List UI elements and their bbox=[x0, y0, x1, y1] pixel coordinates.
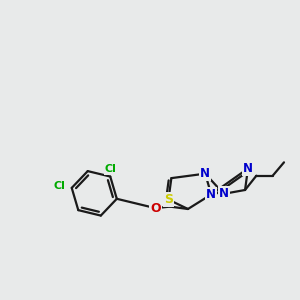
Text: N: N bbox=[243, 162, 253, 175]
Text: N: N bbox=[219, 187, 229, 200]
Text: N: N bbox=[206, 188, 216, 201]
Text: O: O bbox=[150, 202, 160, 214]
Text: Cl: Cl bbox=[54, 182, 66, 191]
Text: S: S bbox=[164, 193, 173, 206]
Text: Cl: Cl bbox=[105, 164, 117, 174]
Text: N: N bbox=[200, 167, 210, 180]
